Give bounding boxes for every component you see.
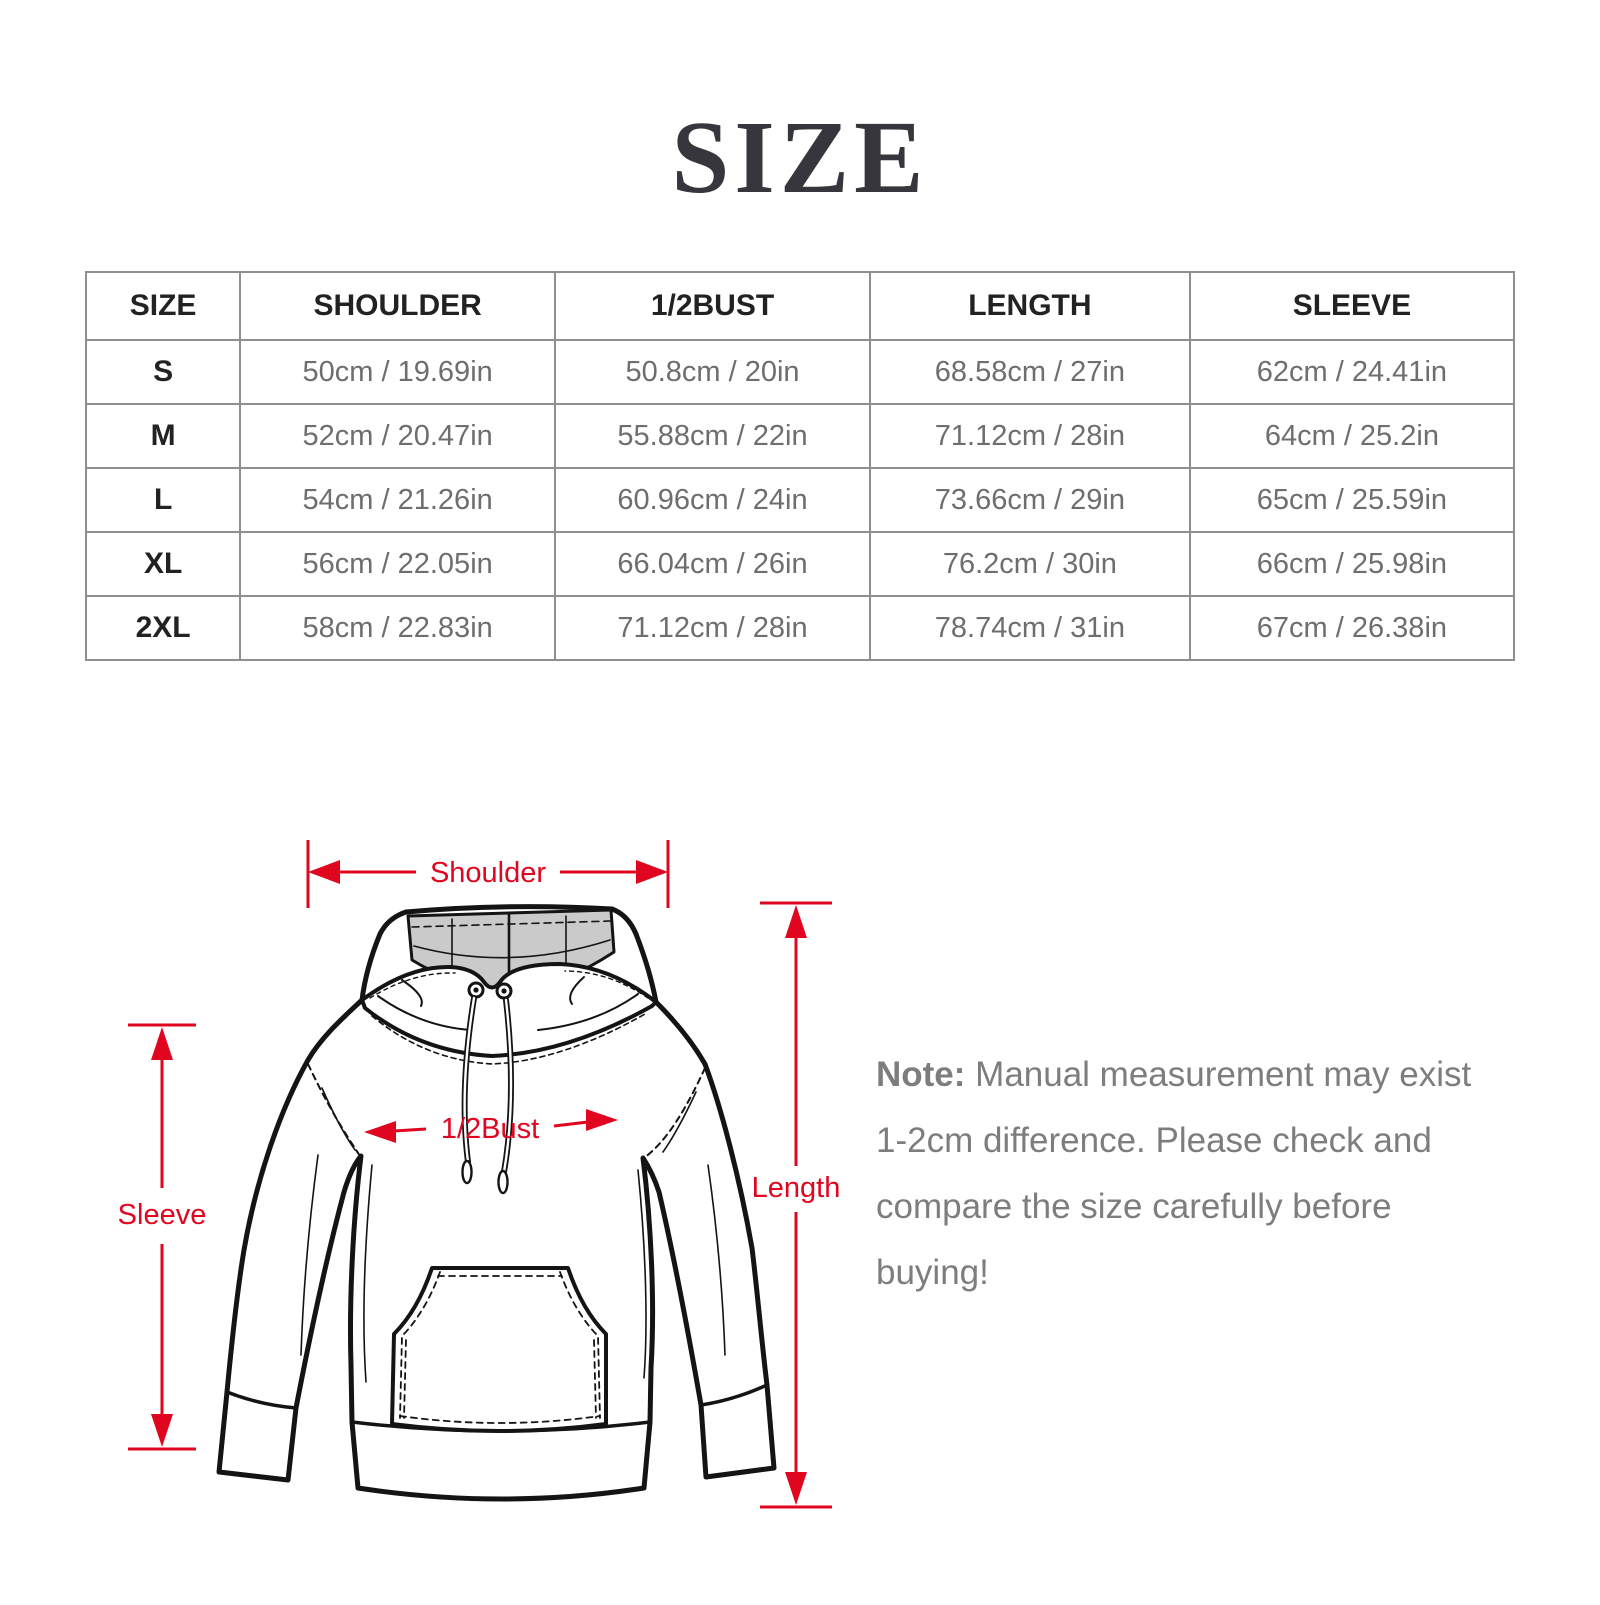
cell-sleeve: 62cm / 24.41in [1188, 339, 1516, 405]
cell-half-bust: 60.96cm / 24in [554, 467, 871, 533]
cell-shoulder: 52cm / 20.47in [239, 403, 557, 469]
cell-size: 2XL [84, 595, 242, 661]
half-bust-label: 1/2Bust [441, 1113, 539, 1145]
cell-shoulder: 56cm / 22.05in [239, 531, 557, 597]
cell-size: S [84, 339, 242, 405]
shoulder-dimension-arrow [306, 840, 670, 908]
table-header-row: SIZE SHOULDER 1/2BUST LENGTH SLEEVE [84, 271, 1516, 341]
note-text: Manual measurement may exist 1-2cm diffe… [876, 1055, 1472, 1292]
drawstrings [461, 995, 515, 1195]
cell-length: 76.2cm / 30in [868, 531, 1191, 597]
table-row: L 54cm / 21.26in 60.96cm / 24in 73.66cm … [84, 467, 1516, 533]
drawstring-right-tip [497, 1169, 509, 1195]
cell-length: 73.66cm / 29in [868, 467, 1191, 533]
table-row: M 52cm / 20.47in 55.88cm / 22in 71.12cm … [84, 403, 1516, 469]
cell-shoulder: 50cm / 19.69in [239, 339, 557, 405]
table-row: S 50cm / 19.69in 50.8cm / 20in 68.58cm /… [84, 339, 1516, 405]
shoulder-label: Shoulder [430, 857, 546, 889]
length-dimension-arrow [760, 901, 832, 1509]
length-label: Length [752, 1172, 841, 1204]
page-title: SIZE [671, 100, 929, 215]
sleeve-dimension-arrow [128, 1023, 196, 1451]
table-row: 2XL 58cm / 22.83in 71.12cm / 28in 78.74c… [84, 595, 1516, 661]
cell-size: M [84, 403, 242, 469]
hoodie-measurement-diagram: Shoulder Sleeve 1/2Bust Leng [60, 820, 860, 1600]
cell-sleeve: 65cm / 25.59in [1188, 467, 1516, 533]
table-row: XL 56cm / 22.05in 66.04cm / 26in 76.2cm … [84, 531, 1516, 597]
header-size: SIZE [84, 271, 242, 341]
cell-size: L [84, 467, 242, 533]
header-half-bust: 1/2BUST [554, 271, 871, 341]
drawstring-left-tip [461, 1159, 473, 1185]
hoodie-diagram-svg: Shoulder Sleeve 1/2Bust Leng [118, 840, 841, 1509]
cell-half-bust: 71.12cm / 28in [554, 595, 871, 661]
cell-sleeve: 64cm / 25.2in [1188, 403, 1516, 469]
sleeve-label: Sleeve [118, 1199, 207, 1231]
cell-shoulder: 54cm / 21.26in [239, 467, 557, 533]
cell-length: 71.12cm / 28in [868, 403, 1191, 469]
cell-half-bust: 50.8cm / 20in [554, 339, 871, 405]
bust-dimension-arrow [364, 1109, 618, 1143]
header-length: LENGTH [868, 271, 1191, 341]
cell-length: 68.58cm / 27in [868, 339, 1191, 405]
cell-size: XL [84, 531, 242, 597]
note-prefix: Note: [876, 1055, 966, 1094]
cell-shoulder: 58cm / 22.83in [239, 595, 557, 661]
cell-half-bust: 66.04cm / 26in [554, 531, 871, 597]
kangaroo-pocket [390, 1266, 608, 1433]
cell-half-bust: 55.88cm / 22in [554, 403, 871, 469]
header-sleeve: SLEEVE [1188, 271, 1516, 341]
cell-sleeve: 67cm / 26.38in [1188, 595, 1516, 661]
header-shoulder: SHOULDER [239, 271, 557, 341]
measurement-note: Note: Manual measurement may exist 1-2cm… [876, 1042, 1472, 1306]
cell-sleeve: 66cm / 25.98in [1188, 531, 1516, 597]
size-chart-table: SIZE SHOULDER 1/2BUST LENGTH SLEEVE S 50… [84, 271, 1516, 661]
cell-length: 78.74cm / 31in [868, 595, 1191, 661]
